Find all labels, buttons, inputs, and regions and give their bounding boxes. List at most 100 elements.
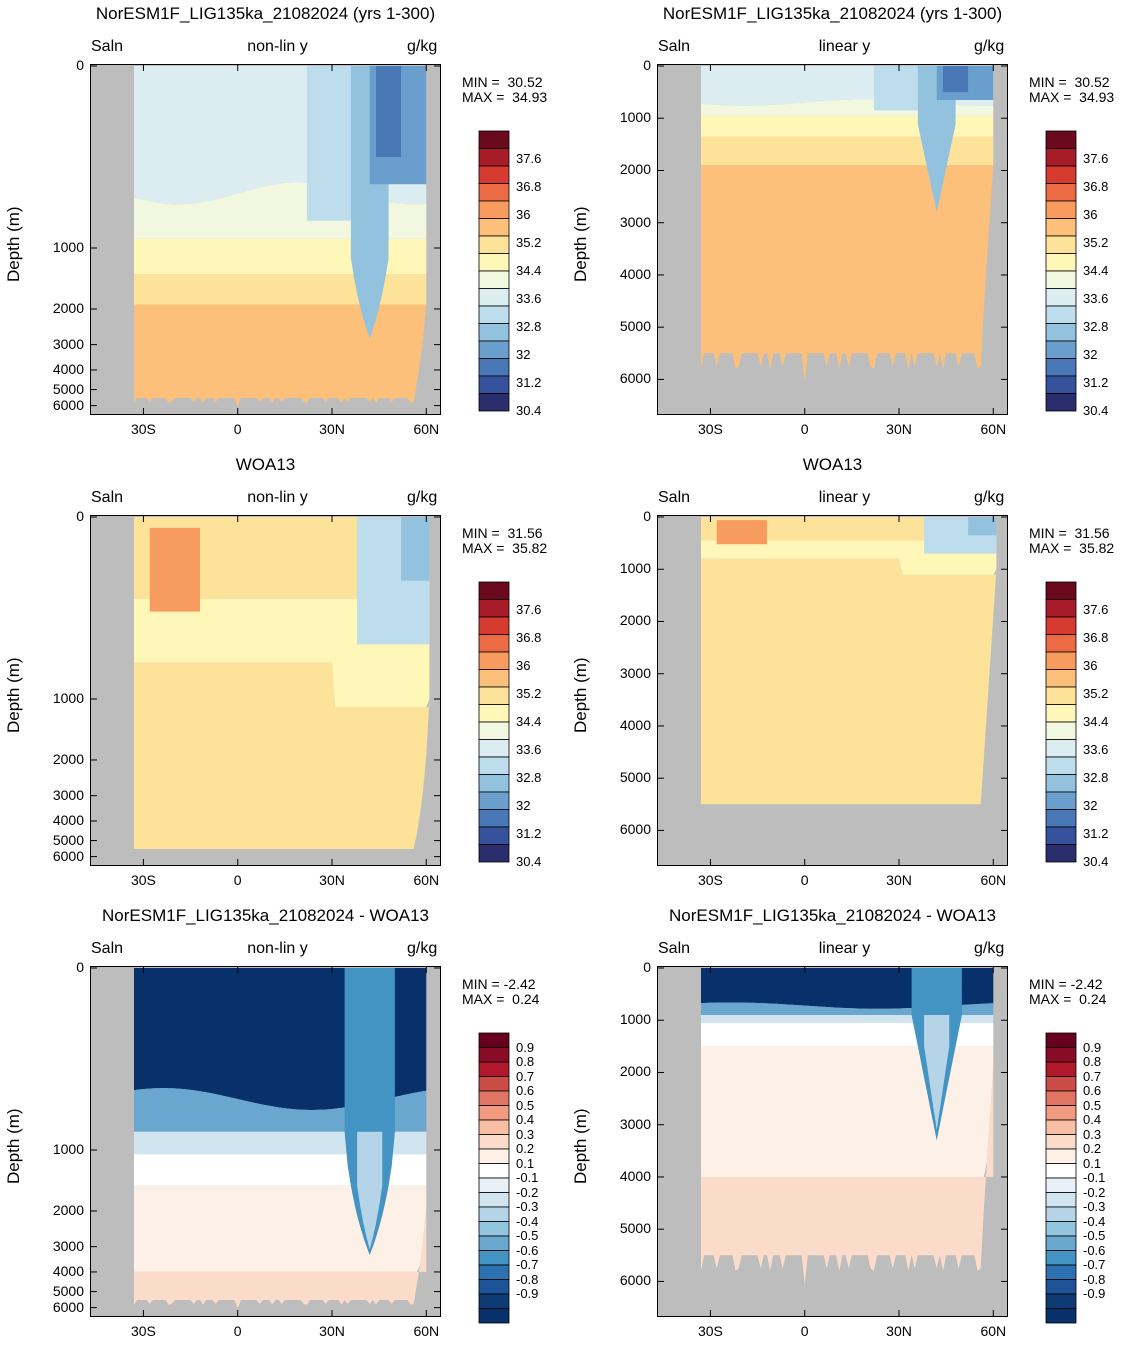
fresh-patch [873, 66, 925, 111]
y-tick-label: 2000 [52, 750, 84, 767]
colorbar-box [478, 1308, 510, 1324]
center-label: linear y [818, 38, 871, 55]
y-tick-label: 6000 [52, 396, 84, 413]
colorbar-label: 0.3 [516, 1126, 535, 1142]
salty-core [716, 520, 767, 545]
contour-band-5 [134, 1206, 427, 1309]
x-tick-label: 30N [886, 872, 912, 888]
y-tick-label: 0 [643, 57, 651, 73]
contour-band-4 [701, 1046, 994, 1177]
colorbar-box [478, 686, 510, 705]
left-label: Saln [658, 38, 691, 55]
colorbar-label: -0.1 [516, 1170, 539, 1185]
right-label: g/kg [974, 940, 1005, 957]
x-tick-label: 30S [697, 1323, 723, 1339]
panel-title: NorESM1F_LIG135ka_21082024 - WOA13 [102, 906, 429, 925]
colorbar-box [1045, 288, 1077, 307]
colorbar-box [478, 1264, 510, 1280]
colorbar-box [1045, 739, 1077, 758]
colorbar-box [1045, 148, 1077, 167]
colorbar-box [1045, 1032, 1077, 1048]
contour-band-3 [701, 136, 994, 166]
max-stat: MAX = 34.93 [462, 89, 548, 105]
colorbar-box [478, 288, 510, 307]
colorbar-box [478, 218, 510, 237]
y-tick-label: 0 [643, 508, 651, 524]
colorbar-box [1045, 323, 1077, 342]
colorbar-label: 32.8 [516, 319, 542, 334]
colorbar-label: -0.8 [1083, 1271, 1106, 1287]
max-stat: MAX = 35.82 [462, 540, 548, 556]
colorbar-label: -0.9 [516, 1286, 539, 1301]
contour-band-4 [134, 1185, 427, 1272]
max-stat: MAX = 35.82 [1029, 540, 1115, 556]
colorbar-label: 32 [1083, 347, 1098, 362]
colorbar-box [1045, 1279, 1077, 1295]
y-tick-label: 5000 [52, 831, 84, 848]
colorbar-label: -0.8 [516, 1271, 539, 1287]
plot-frame [90, 64, 441, 415]
colorbar-box [478, 183, 510, 202]
contour-band-2 [701, 558, 997, 805]
colorbar-box [478, 148, 510, 167]
ocean-field [701, 66, 994, 382]
y-axis-label: Depth (m) [571, 657, 590, 733]
colorbar-label: 0.9 [1083, 1039, 1102, 1055]
colorbar-label: 0.4 [516, 1112, 535, 1127]
contour-plot [657, 515, 1008, 866]
y-tick-label: 0 [643, 959, 651, 975]
x-tick-label: 30N [319, 421, 345, 437]
contour-band-0 [701, 517, 997, 541]
colorbar-label: 32.8 [1083, 770, 1109, 785]
y-tick-label: 6000 [52, 1298, 84, 1315]
contour-band-3 [134, 274, 427, 305]
colorbar-box [1045, 270, 1077, 289]
colorbar-label: -0.4 [516, 1213, 539, 1229]
fresh-core [401, 517, 430, 581]
right-label: g/kg [407, 940, 438, 957]
ocean-field [134, 968, 427, 1309]
colorbar-box [478, 1192, 510, 1208]
y-tick-label: 5000 [619, 318, 651, 335]
colorbar-label: -0.5 [516, 1228, 539, 1243]
colorbar-box [478, 1235, 510, 1251]
colorbar-box [478, 358, 510, 377]
fresh-core [943, 66, 969, 93]
y-tick-label: 1000 [619, 560, 651, 577]
colorbar-box [478, 1279, 510, 1295]
colorbar-box [1045, 756, 1077, 775]
colorbar-box [1045, 669, 1077, 688]
colorbar-label: -0.4 [1083, 1213, 1106, 1229]
colorbar-label: 37.6 [516, 151, 542, 166]
y-tick-label: 5000 [619, 769, 651, 786]
colorbar-box [1045, 183, 1077, 202]
panel-title: NorESM1F_LIG135ka_21082024 (yrs 1-300) [95, 4, 436, 23]
colorbar [478, 130, 510, 412]
colorbar-box [1045, 844, 1077, 863]
y-tick-label: 6000 [619, 821, 651, 838]
colorbar-box [478, 1177, 510, 1193]
colorbar-box [478, 1076, 510, 1092]
colorbar-box [478, 1206, 510, 1222]
colorbar-box [478, 739, 510, 758]
colorbar-label: 36 [516, 658, 531, 673]
colorbar-box [1045, 1308, 1077, 1324]
colorbar-box [1045, 1235, 1077, 1251]
x-tick-label: 30S [697, 872, 723, 888]
y-tick-label: 6000 [52, 847, 84, 864]
colorbar-box [478, 165, 510, 184]
colorbar-label: 37.6 [1083, 602, 1109, 617]
colorbar-box [478, 599, 510, 618]
contour-plot [90, 966, 441, 1317]
x-tick-label: 30S [130, 1323, 156, 1339]
left-label: Saln [658, 940, 691, 957]
y-tick-label: 2000 [52, 1201, 84, 1218]
y-tick-label: 4000 [52, 1262, 84, 1279]
colorbar-label: 30.4 [1083, 854, 1109, 869]
min-stat: MIN = -2.42 [1029, 976, 1103, 992]
contour-band-0 [134, 517, 430, 599]
colorbar-box [1045, 634, 1077, 653]
salty-core [149, 527, 200, 612]
colorbar-label: 36.8 [516, 179, 542, 194]
center-label: non-lin y [247, 940, 308, 957]
